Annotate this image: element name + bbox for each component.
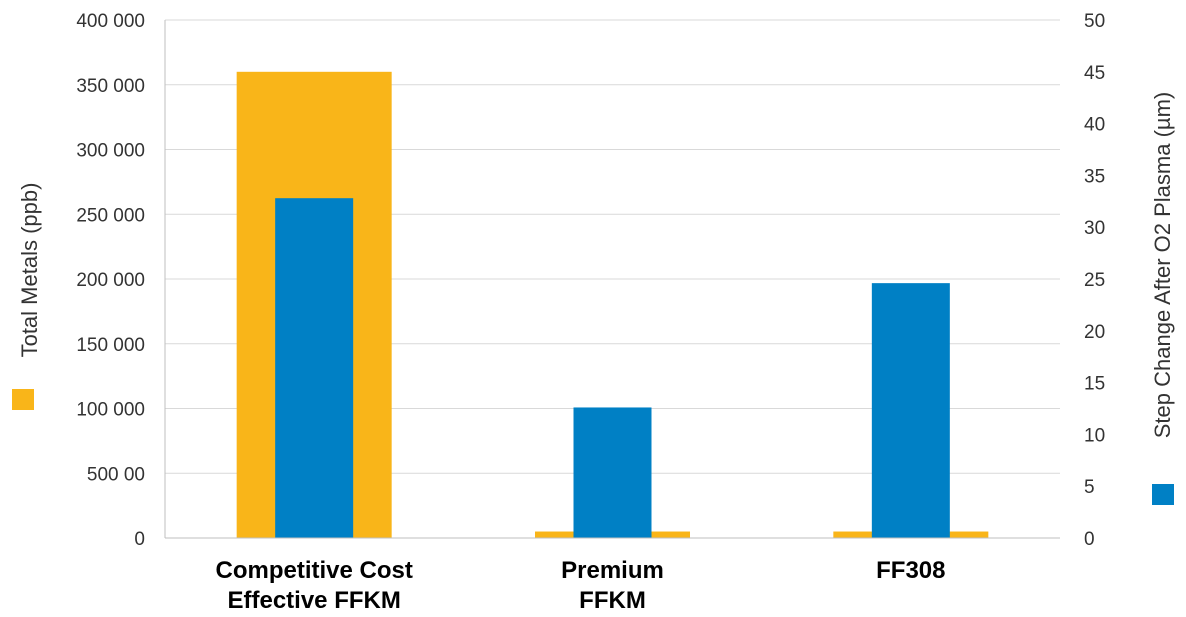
bar-step-change <box>275 198 354 538</box>
left-tick-label: 500 00 <box>87 464 145 485</box>
bar-step-change <box>573 407 652 538</box>
left-tick-label: 400 000 <box>76 11 145 32</box>
axes <box>164 20 1060 539</box>
right-axis-label: Step Change After O2 Plasma (µm) <box>1150 92 1175 439</box>
right-axis-ticks: 0 5 10 15 20 25 30 35 40 45 50 <box>1084 11 1105 550</box>
right-tick-label: 10 <box>1084 425 1105 446</box>
left-tick-label: 150 000 <box>76 335 145 356</box>
right-tick-label: 35 <box>1084 166 1105 187</box>
left-tick-label: 0 <box>134 529 145 550</box>
right-tick-label: 45 <box>1084 63 1105 84</box>
right-axis-title: Step Change After O2 Plasma (µm) <box>1150 92 1175 439</box>
left-tick-label: 350 000 <box>76 76 145 97</box>
right-tick-label: 15 <box>1084 374 1105 395</box>
left-axis-label: Total Metals (ppb) <box>17 183 42 358</box>
left-tick-label: 100 000 <box>76 400 145 421</box>
right-tick-label: 5 <box>1084 477 1095 498</box>
right-tick-label: 30 <box>1084 218 1105 239</box>
left-axis-title: Total Metals (ppb) <box>17 183 42 358</box>
left-tick-label: 250 000 <box>76 205 145 226</box>
category-label: FF308 <box>876 557 945 584</box>
step-change-bars <box>275 198 950 538</box>
right-axis-legend-swatch <box>1152 484 1174 505</box>
left-tick-label: 300 000 <box>76 141 145 162</box>
category-label: Competitive Cost Effective FFKM <box>215 557 412 614</box>
left-axis-ticks: 0 500 00 100 000 150 000 200 000 250 000 300 0… <box>76 11 145 550</box>
right-tick-label: 50 <box>1084 11 1105 32</box>
right-tick-label: 0 <box>1084 529 1095 550</box>
right-tick-label: 25 <box>1084 270 1105 291</box>
category-labels: Competitive Cost Effective FFKM Premium FFK… <box>215 557 945 614</box>
right-tick-label: 40 <box>1084 115 1105 136</box>
left-tick-label: 200 000 <box>76 270 145 291</box>
bar-step-change <box>871 283 950 538</box>
left-axis-legend-swatch <box>12 389 34 410</box>
category-label: Premium FFKM <box>561 557 664 614</box>
right-tick-label: 20 <box>1084 322 1105 343</box>
